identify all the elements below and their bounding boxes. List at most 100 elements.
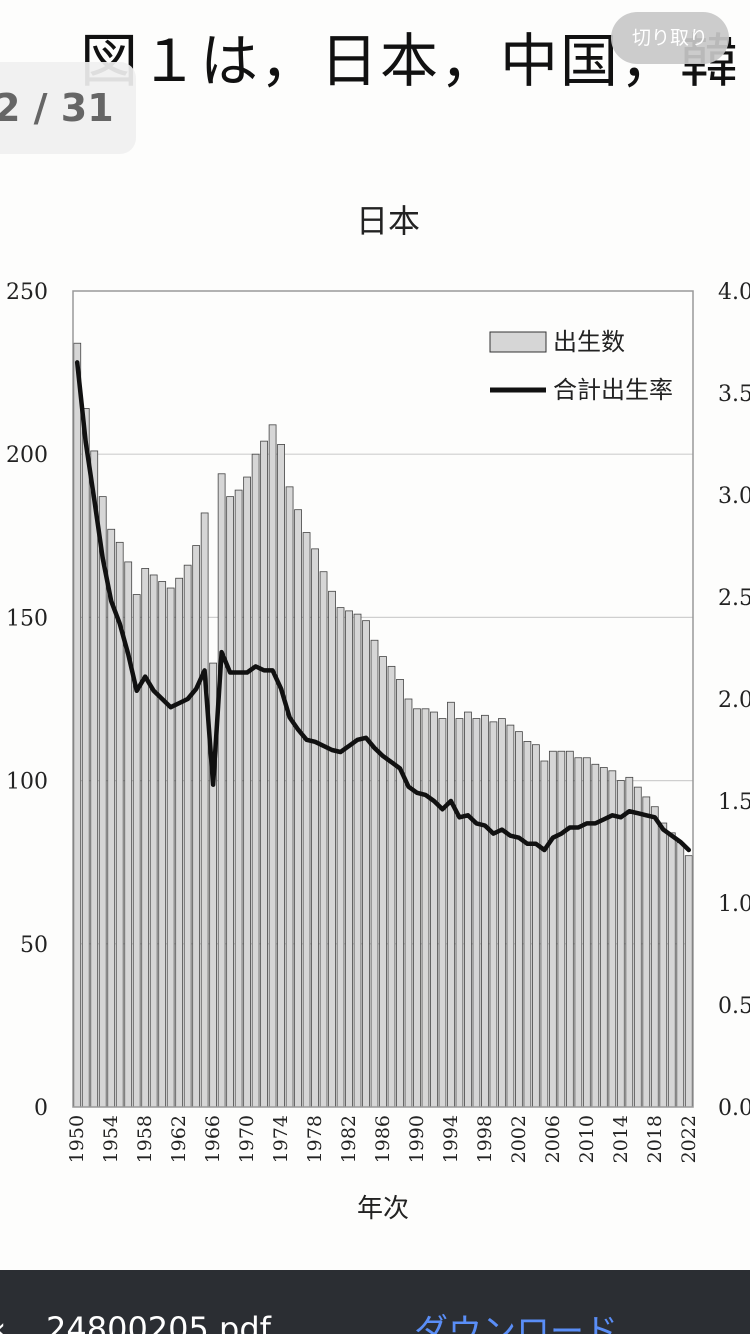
bar-2006 xyxy=(548,750,557,1108)
x-tick-label: 2014 xyxy=(610,1115,632,1163)
bar-1958 xyxy=(141,568,150,1108)
bar-1978 xyxy=(311,548,319,1108)
bar-2017 xyxy=(642,796,651,1108)
left-tick-label: 250 xyxy=(6,280,48,305)
x-tick-label: 1966 xyxy=(202,1115,224,1163)
x-tick-label: 1978 xyxy=(304,1115,326,1163)
download-button[interactable]: ダウンロード xyxy=(414,1312,618,1334)
bar-1960 xyxy=(158,581,167,1108)
bar-1971 xyxy=(251,453,260,1108)
bar-1990 xyxy=(413,708,421,1108)
x-tick-label: 1954 xyxy=(100,1115,122,1163)
crop-button[interactable]: 切り取り xyxy=(611,12,729,64)
plot-frame xyxy=(72,290,694,1108)
legend-bar-label: 出生数 xyxy=(553,328,625,356)
x-tick-label: 1998 xyxy=(474,1115,496,1163)
right-tick-label: 3.0 xyxy=(718,484,750,509)
bar-1986 xyxy=(379,656,387,1108)
bar-2007 xyxy=(557,750,566,1108)
x-tick-label: 1962 xyxy=(168,1115,190,1163)
x-tick-label: 1974 xyxy=(270,1115,292,1163)
right-tick-label: 0.5 xyxy=(718,994,750,1019)
right-tick-label: 2.0 xyxy=(718,688,750,713)
bar-2008 xyxy=(565,750,574,1108)
bar-2004 xyxy=(531,744,540,1108)
line-series xyxy=(74,360,692,853)
chart: 日本 0 50 100 150 200 250 0.0 0.5 1.0 1.5 2.0 2.5 3.0… xyxy=(6,202,750,1224)
bar-1993 xyxy=(438,718,447,1108)
left-tick-label: 200 xyxy=(6,443,48,468)
chevron-left-icon[interactable]: ‹ xyxy=(0,1312,6,1334)
bar-2002 xyxy=(515,731,523,1108)
bar-1951 xyxy=(81,408,90,1108)
bar-2016 xyxy=(633,786,642,1108)
legend-bar-swatch xyxy=(489,331,547,353)
right-tick-label: 1.0 xyxy=(718,892,750,917)
bar-1976 xyxy=(294,509,302,1108)
x-axis-label: 年次 xyxy=(357,1194,409,1224)
bar-1959 xyxy=(149,574,158,1108)
x-tick-label: 1986 xyxy=(372,1115,394,1163)
right-tick-label: 4.0 xyxy=(718,280,750,305)
bar-1997 xyxy=(472,718,481,1108)
bar-1975 xyxy=(285,486,294,1108)
bar-1970 xyxy=(243,476,251,1108)
bar-2005 xyxy=(540,760,549,1108)
legend: 出生数 合計出生率 xyxy=(489,328,673,404)
bar-1967 xyxy=(217,473,226,1108)
bar-1994 xyxy=(447,701,455,1108)
bar-2010 xyxy=(582,757,591,1108)
bar-1953 xyxy=(98,496,107,1108)
bar-1961 xyxy=(166,587,175,1108)
bar-1981 xyxy=(336,607,345,1108)
bar-2015 xyxy=(625,776,634,1108)
bar-2018 xyxy=(650,806,659,1108)
bar-1979 xyxy=(319,571,328,1108)
bar-2013 xyxy=(608,770,617,1108)
x-tick-label: 1994 xyxy=(440,1115,462,1163)
bar-1980 xyxy=(328,590,336,1108)
bar-1954 xyxy=(107,528,116,1108)
legend-line-label: 合計出生率 xyxy=(553,376,673,404)
bar-1987 xyxy=(387,665,396,1108)
x-tick-label: 1950 xyxy=(66,1115,88,1163)
bar-1988 xyxy=(396,679,404,1108)
left-axis-ticks: 0 50 100 150 200 250 xyxy=(6,280,48,1121)
right-axis-ticks: 0.0 0.5 1.0 1.5 2.0 2.5 3.0 3.5 4.0 xyxy=(718,280,750,1121)
bar-2020 xyxy=(667,832,676,1108)
x-tick-label: 1970 xyxy=(236,1115,258,1163)
left-tick-label: 0 xyxy=(34,1096,48,1121)
left-tick-label: 100 xyxy=(6,770,48,795)
right-tick-label: 2.5 xyxy=(718,586,750,611)
bar-1962 xyxy=(175,577,184,1108)
x-tick-label: 2010 xyxy=(576,1115,598,1163)
left-tick-label: 50 xyxy=(20,933,48,958)
bar-1963 xyxy=(183,564,192,1108)
bar-series xyxy=(73,342,693,1108)
bar-1964 xyxy=(192,545,201,1108)
bar-1982 xyxy=(345,610,353,1108)
right-tick-label: 1.5 xyxy=(718,790,750,815)
bar-2019 xyxy=(659,822,668,1108)
x-axis-ticks: 1950 1954 1958 1962 1966 1970 1974 1978 1982 1986… xyxy=(66,1115,700,1163)
bar-2003 xyxy=(523,741,532,1108)
x-tick-label: 2006 xyxy=(542,1115,564,1163)
bar-1974 xyxy=(277,444,285,1108)
x-tick-label: 2002 xyxy=(508,1115,530,1163)
bar-1989 xyxy=(404,698,413,1108)
file-name: 24800205.pdf xyxy=(46,1310,271,1334)
tfr-line xyxy=(74,360,692,853)
bar-1996 xyxy=(464,711,472,1108)
bar-2014 xyxy=(616,780,625,1108)
bar-2000 xyxy=(498,718,506,1108)
bar-1968 xyxy=(226,496,235,1108)
bar-1973 xyxy=(268,424,277,1108)
page-indicator: 2 / 31 xyxy=(0,62,136,154)
bar-1950 xyxy=(73,342,82,1108)
bar-1969 xyxy=(234,489,243,1108)
bar-1977 xyxy=(302,532,311,1108)
bar-1972 xyxy=(260,440,268,1108)
bar-1992 xyxy=(430,711,438,1108)
bar-1999 xyxy=(489,721,498,1108)
bottom-bar: ‹ 24800205.pdf ダウンロード xyxy=(0,1270,750,1334)
